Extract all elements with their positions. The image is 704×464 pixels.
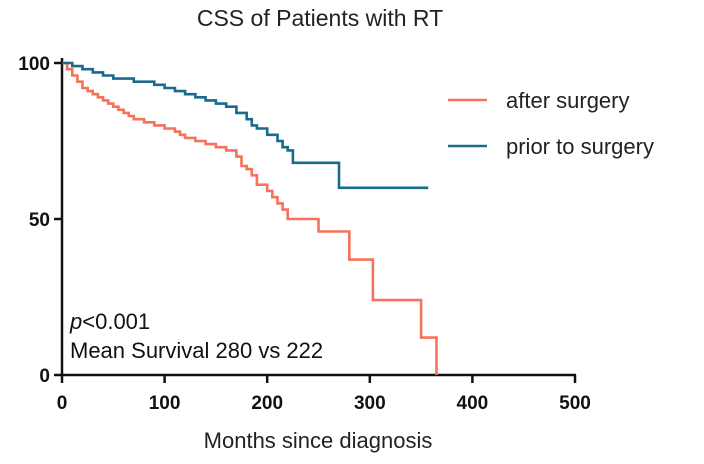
x-tick-label-300: 300 (354, 393, 386, 414)
y-tick-label-100: 100 (18, 54, 50, 75)
series-group (62, 61, 438, 375)
y-ticks: 0 50 100 (18, 54, 62, 387)
legend-item-after-surgery: after surgery (448, 88, 630, 113)
y-tick-label-0: 0 (39, 366, 50, 387)
legend-label-prior-to-surgery: prior to surgery (506, 134, 654, 159)
x-tick-label-0: 0 (57, 393, 68, 414)
legend: after surgery prior to surgery (448, 88, 654, 159)
x-tick-label-100: 100 (149, 393, 181, 414)
series-line-prior-to-surgery (62, 61, 429, 190)
p-value-symbol: p (69, 309, 82, 334)
x-tick-label-200: 200 (251, 393, 283, 414)
p-value-annotation: p<0.001 (69, 309, 150, 334)
x-tick-label-400: 400 (457, 393, 489, 414)
x-tick-label-500: 500 (559, 393, 591, 414)
y-axis: 0 50 100 (18, 54, 64, 387)
x-axis-label: Months since diagnosis (204, 428, 433, 453)
mean-survival-annotation: Mean Survival 280 vs 222 (70, 338, 323, 363)
x-axis: 0 100 200 300 400 500 (57, 373, 591, 414)
legend-item-prior-to-surgery: prior to surgery (448, 134, 654, 159)
p-value-text: <0.001 (82, 309, 150, 334)
chart-title: CSS of Patients with RT (197, 5, 443, 31)
series-line-after-surgery (62, 61, 438, 375)
legend-label-after-surgery: after surgery (506, 88, 630, 113)
x-ticks: 0 100 200 300 400 500 (57, 375, 591, 414)
y-tick-label-50: 50 (29, 210, 50, 231)
annotations: p<0.001 Mean Survival 280 vs 222 (69, 309, 323, 363)
